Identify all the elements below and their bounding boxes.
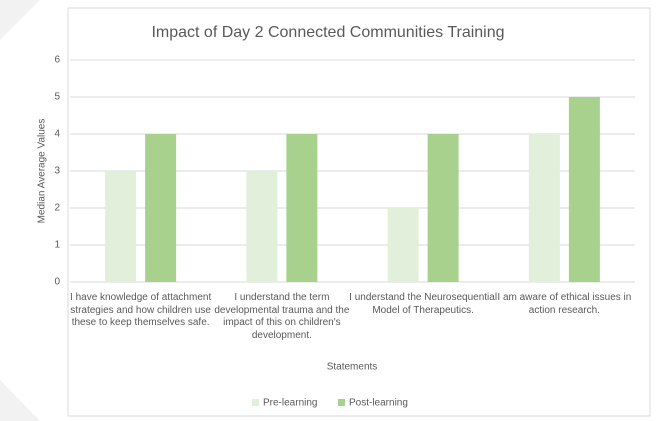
y-tick-label: 4 bbox=[54, 129, 60, 140]
y-axis-label: Median Average Values bbox=[37, 119, 48, 224]
legend-swatch bbox=[252, 399, 259, 406]
y-tick-label: 6 bbox=[54, 55, 60, 66]
bar bbox=[145, 134, 177, 282]
legend-label: Pre-learning bbox=[263, 398, 317, 409]
bar bbox=[387, 208, 419, 282]
y-tick-label: 1 bbox=[54, 240, 60, 251]
y-tick-label: 3 bbox=[54, 166, 60, 177]
bar bbox=[528, 134, 560, 282]
y-tick-label: 2 bbox=[54, 203, 60, 214]
legend-label: Post-learning bbox=[349, 398, 408, 409]
background-shape bbox=[0, 0, 40, 40]
bar bbox=[286, 134, 318, 282]
x-tick-label: I have knowledge of attachment strategie… bbox=[70, 292, 212, 328]
y-tick-label: 5 bbox=[54, 92, 60, 103]
x-tick-label: I am aware of ethical issues in action r… bbox=[497, 292, 632, 316]
bar bbox=[105, 171, 137, 282]
x-tick-label: I understand the Neurosequential Model o… bbox=[349, 292, 498, 316]
chart-frame bbox=[67, 7, 651, 417]
bar bbox=[427, 134, 459, 282]
background-shape bbox=[0, 380, 40, 421]
chart-title: Impact of Day 2 Connected Communities Tr… bbox=[151, 24, 504, 41]
bar bbox=[568, 97, 600, 282]
bar bbox=[246, 171, 278, 282]
x-axis-label: Statements bbox=[327, 362, 378, 373]
y-tick-label: 0 bbox=[54, 277, 60, 288]
legend-swatch bbox=[338, 399, 345, 406]
x-tick-label: I understand the term developmental trau… bbox=[214, 292, 350, 341]
